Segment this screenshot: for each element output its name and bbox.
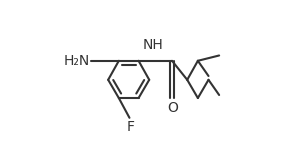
Text: O: O <box>167 101 178 115</box>
Text: NH: NH <box>143 38 163 52</box>
Text: H₂N: H₂N <box>64 54 90 68</box>
Text: F: F <box>127 120 135 134</box>
